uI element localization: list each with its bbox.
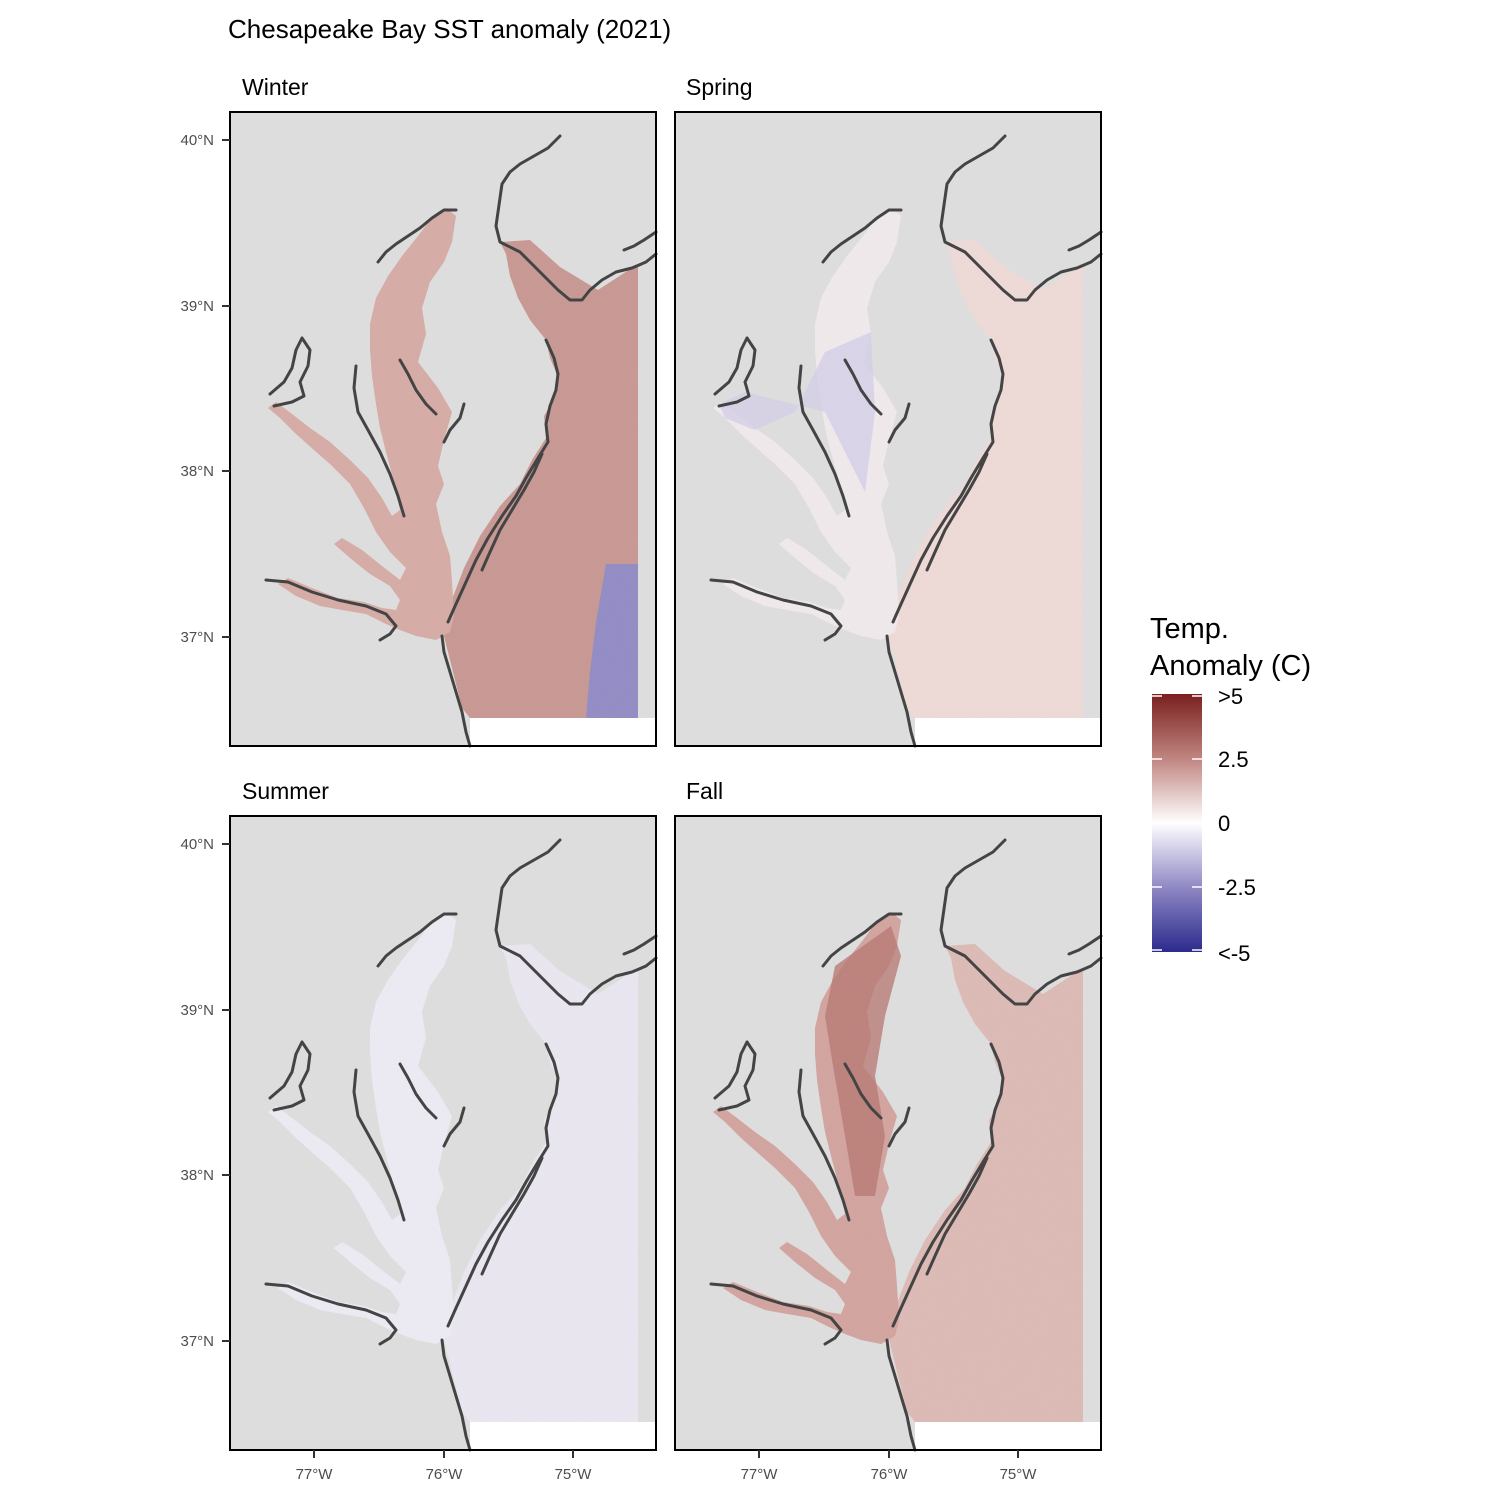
panel-winter: Winter	[229, 74, 658, 748]
x-tick-label: 77°W	[296, 1466, 334, 1483]
y-tick-label: 40°N	[180, 836, 214, 853]
legend-label: -2.5	[1218, 875, 1256, 900]
y-tick-label: 37°N	[180, 1333, 214, 1350]
legend-label: 0	[1218, 811, 1230, 836]
panel-summer: Summer	[229, 778, 658, 1452]
y-tick-label: 38°N	[180, 463, 214, 480]
chart-title: Chesapeake Bay SST anomaly (2021)	[228, 14, 671, 44]
x-axis-right: 77°W 76°W 75°W	[741, 1450, 1038, 1483]
no-data-area	[915, 718, 1101, 746]
y-tick-label: 38°N	[180, 1167, 214, 1184]
x-tick-label: 75°W	[555, 1466, 593, 1483]
no-data-area	[470, 1422, 656, 1450]
x-tick-label: 76°W	[871, 1466, 909, 1483]
y-tick-label: 39°N	[180, 298, 214, 315]
x-axis-left: 77°W 76°W 75°W	[296, 1450, 593, 1483]
colorbar-legend: Temp. Anomaly (C) >5 2.5 0 -2.5 <-5	[1150, 613, 1311, 966]
no-data-area	[915, 1422, 1101, 1450]
y-tick-label: 39°N	[180, 1002, 214, 1019]
y-axis-top: 40°N 39°N 38°N 37°N	[180, 132, 230, 646]
legend-label: 2.5	[1218, 747, 1249, 772]
panel-label-spring: Spring	[686, 74, 752, 100]
panel-label-winter: Winter	[242, 74, 309, 100]
legend-label: <-5	[1218, 941, 1250, 966]
y-tick-label: 37°N	[180, 629, 214, 646]
legend-title-line1: Temp.	[1150, 613, 1229, 645]
x-tick-label: 75°W	[1000, 1466, 1038, 1483]
legend-label: >5	[1218, 684, 1243, 709]
panel-fall: Fall	[674, 778, 1103, 1452]
y-tick-label: 40°N	[180, 132, 214, 149]
panel-label-summer: Summer	[242, 778, 329, 804]
no-data-area	[470, 718, 656, 746]
panel-label-fall: Fall	[686, 778, 723, 804]
x-tick-label: 77°W	[741, 1466, 779, 1483]
y-axis-bottom: 40°N 39°N 38°N 37°N	[180, 836, 230, 1350]
panel-border	[229, 111, 657, 747]
panel-spring: Spring	[674, 74, 1103, 748]
legend-title-line2: Anomaly (C)	[1150, 650, 1311, 682]
panel-border	[674, 111, 1102, 747]
x-tick-label: 76°W	[426, 1466, 464, 1483]
